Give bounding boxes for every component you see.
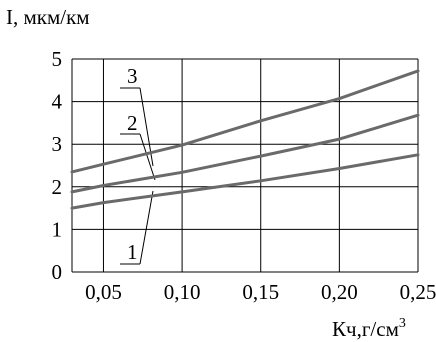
y-tick-label: 1 [52,217,63,241]
tick-labels: 0 1 2 3 4 5 0,05 0,10 0,15 0,20 0,25 [52,47,436,304]
curve-leader-line-2 [139,133,156,181]
y-tick-label: 0 [52,260,63,284]
curve-leader-lines [120,87,156,265]
y-tick-label: 2 [52,175,63,199]
y-tick-label: 3 [52,132,63,156]
series-lines [70,69,420,210]
curve-label-3: 3 [127,64,138,88]
y-tick-label: 5 [52,47,63,71]
x-tick-label: 0,20 [321,280,358,304]
curve-label-2: 2 [127,111,138,135]
x-axis-label-superscript: 3 [399,316,406,331]
curve-leader-line-1 [139,190,154,265]
x-tick-label: 0,25 [400,280,436,304]
x-tick-label: 0,05 [85,280,122,304]
x-tick-label: 0,15 [242,280,279,304]
series-line-3 [70,69,420,174]
x-tick-label: 0,10 [164,280,201,304]
x-axis-label-main: Кч,г/см [332,317,399,341]
curve-label-1: 1 [127,240,138,264]
y-axis-label: I, мкм/км [6,5,90,29]
grid [71,58,419,273]
series-line-2 [70,113,420,194]
y-tick-label: 4 [52,90,63,114]
x-axis-label: Кч,г/см3 [332,316,406,341]
curve-labels: 1 2 3 [127,64,138,264]
series-line-1 [70,153,420,210]
